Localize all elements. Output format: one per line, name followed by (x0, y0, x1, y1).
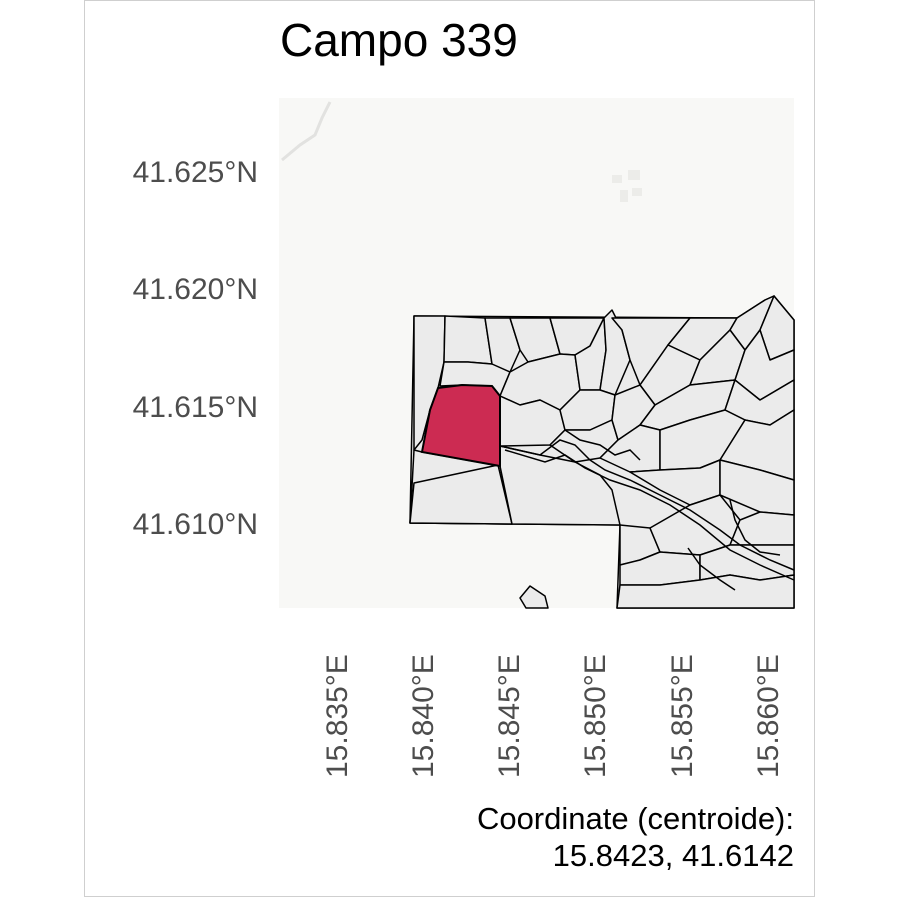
parcel (599, 309, 631, 396)
y-tick-label: 41.610°N (132, 508, 258, 541)
parcels-layer (409, 295, 795, 609)
road-line (687, 547, 736, 591)
road-line (504, 449, 795, 581)
road-line (729, 499, 781, 556)
caption-line-coordinates: 15.8423, 41.6142 (552, 838, 794, 874)
centroid-caption: Coordinate (centroide): 15.8423, 41.6142 (477, 800, 794, 874)
parcel (616, 574, 795, 609)
x-tick-label: 15.840°E (407, 654, 440, 778)
x-tick-label: 15.860°E (752, 654, 785, 778)
highlighted-parcel[interactable] (420, 383, 501, 468)
road-line (564, 429, 641, 461)
y-tick-label: 41.615°N (132, 391, 258, 424)
map-title: Campo 339 (280, 14, 518, 66)
background-road (281, 101, 332, 162)
road-line (499, 439, 795, 571)
parcel (519, 585, 549, 609)
y-tick-label: 41.625°N (132, 156, 258, 189)
parcel (499, 445, 621, 526)
x-tick-label: 15.850°E (579, 654, 612, 778)
x-tick-label: 15.835°E (321, 654, 354, 778)
road-lines (499, 429, 795, 591)
caption-line-label: Coordinate (centroide): (476, 801, 794, 836)
x-tick-label: 15.845°E (493, 654, 526, 778)
background-building (612, 170, 642, 202)
parcel (443, 315, 493, 365)
x-tick-label: 15.855°E (666, 654, 699, 778)
parcel (484, 317, 521, 373)
y-tick-label: 41.620°N (132, 273, 258, 306)
